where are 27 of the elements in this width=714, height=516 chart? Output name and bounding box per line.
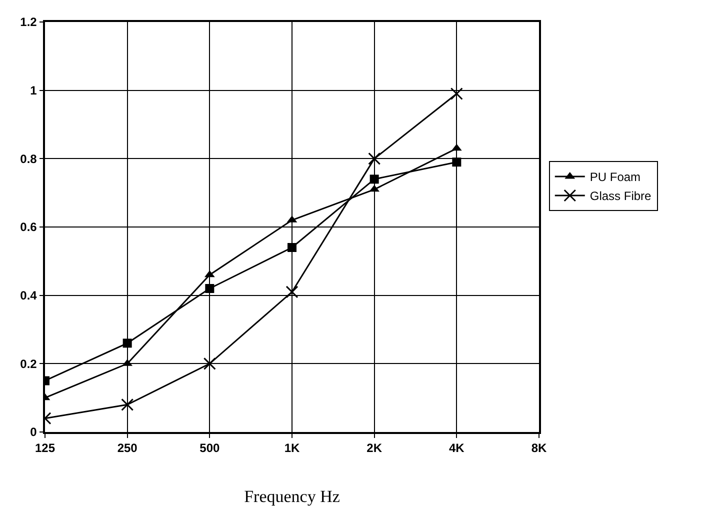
- point: [452, 158, 462, 167]
- point: [203, 357, 216, 370]
- y-tick-label: 0.2: [20, 356, 38, 371]
- x-tick-label: 125: [34, 441, 56, 456]
- point: [450, 88, 463, 100]
- point: [368, 152, 381, 165]
- point: [370, 174, 379, 184]
- x-tick-label: 2K: [366, 441, 382, 456]
- x-axis-title: Frequency Hz: [244, 487, 340, 506]
- y-tick-label: 1.2: [20, 15, 38, 30]
- point: [121, 398, 134, 411]
- legend-label: Glass Fibre: [590, 189, 652, 204]
- y-tick-label: 0.6: [20, 220, 38, 234]
- x-tick-label: 4K: [449, 441, 465, 456]
- x-tick-label: 1K: [284, 441, 300, 456]
- point: [286, 286, 298, 298]
- x-tick-label: 250: [117, 441, 138, 456]
- y-tick-label: 0.4: [20, 288, 38, 303]
- x-tick-label: 500: [200, 441, 220, 456]
- x-tick-label: 8K: [531, 441, 547, 456]
- point: [122, 338, 132, 348]
- point: [205, 284, 214, 293]
- y-tick-label: 0.8: [20, 152, 38, 166]
- y-tick-label: 0: [30, 425, 38, 440]
- point: [288, 243, 296, 252]
- y-tick-label: 1: [30, 84, 38, 98]
- legend-label: PU Foam: [590, 170, 641, 184]
